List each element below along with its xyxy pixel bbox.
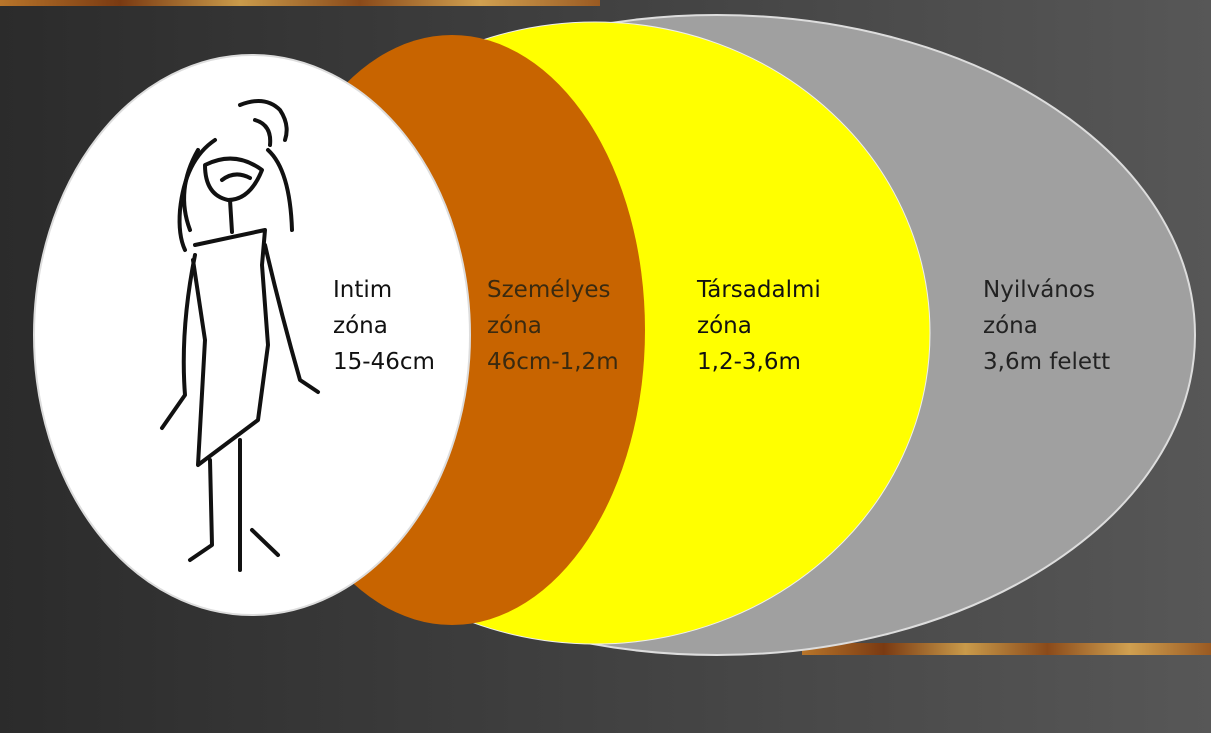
zone-label: zóna — [487, 313, 542, 339]
zone-label: 15-46cm — [333, 349, 435, 375]
decor-strip — [0, 0, 600, 6]
decor-strip — [802, 643, 1211, 655]
zone-label: Intim — [333, 277, 392, 303]
zone-label: Személyes — [487, 277, 611, 303]
zone-label: zóna — [697, 313, 752, 339]
zone-label: zóna — [983, 313, 1038, 339]
zone-label: Nyilvános — [983, 277, 1095, 303]
slide: Intim zóna 15-46cm Személyes zóna 46cm-1… — [0, 0, 1211, 733]
zone-label: 1,2-3,6m — [697, 349, 801, 375]
zone-label: zóna — [333, 313, 388, 339]
zone-label: 3,6m felett — [983, 349, 1110, 375]
zone-label: 46cm-1,2m — [487, 349, 619, 375]
zone-label: Társadalmi — [696, 277, 821, 303]
